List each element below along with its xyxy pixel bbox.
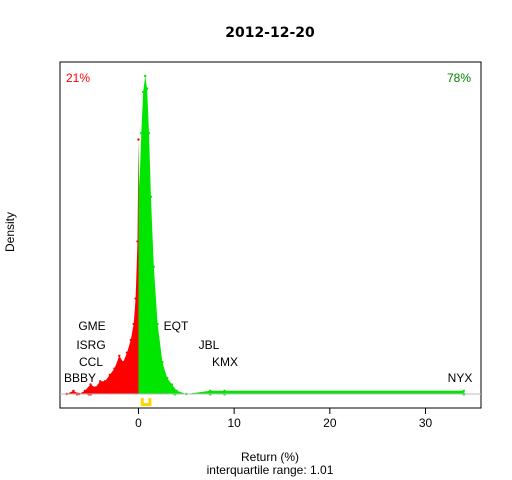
density-point-29: [170, 383, 174, 386]
density-point-15: [134, 297, 137, 300]
positive-density-area: [138, 76, 464, 394]
density-point-6: [99, 380, 102, 383]
quartile-markers: [140, 398, 152, 406]
x-tick-label-0: 0: [135, 416, 142, 430]
plot-frame: [59, 61, 482, 409]
density-point-16: [136, 240, 139, 243]
iqr-subtitle: interquartile range: 1.01: [207, 463, 334, 477]
density-point-32: [209, 389, 212, 392]
density-point-13: [129, 338, 132, 342]
ticker-label-eqt: EQT: [164, 319, 189, 333]
x-tick-label-20: 20: [323, 416, 337, 430]
density-point-21: [144, 74, 147, 78]
ticker-label-isrg: ISRG: [76, 338, 105, 352]
density-point-17: [137, 138, 140, 141]
quartile-mark-0: [140, 398, 144, 406]
density-point-34: [462, 389, 465, 392]
density-point-19: [140, 132, 143, 135]
density-point-11: [122, 361, 125, 364]
x-axis: 0 10 20 30: [135, 408, 432, 430]
density-point-30: [175, 389, 178, 392]
density-point-8: [108, 373, 112, 377]
density-point-3: [83, 389, 87, 392]
density-point-1: [72, 389, 75, 392]
y-axis-label: Density: [3, 212, 17, 252]
negative-density-area: [66, 139, 139, 394]
density-point-26: [156, 322, 159, 326]
density-point-22: [145, 87, 149, 90]
quartile-mark-1: [148, 398, 152, 406]
x-tick-label-10: 10: [227, 416, 241, 430]
density-point-23: [147, 132, 151, 135]
iqr-bar: [142, 403, 150, 406]
density-point-20: [142, 90, 145, 94]
chart-title: 2012-12-20: [225, 25, 315, 41]
x-axis-label: Return (%): [241, 450, 299, 464]
density-point-14: [132, 322, 135, 326]
ticker-label-nyx: NYX: [448, 371, 473, 385]
density-point-25: [152, 265, 155, 268]
ticker-label-gme: GME: [78, 319, 105, 333]
density-point-12: [125, 351, 129, 354]
density-point-28: [166, 376, 169, 380]
density-point-24: [149, 195, 153, 198]
density-point-27: [161, 361, 164, 364]
ticker-label-bbby: BBBY: [64, 371, 96, 385]
density-point-33: [223, 389, 226, 392]
density-point-5: [94, 386, 97, 389]
density-point-10: [118, 354, 121, 357]
density-point-4: [89, 383, 92, 386]
density-point-7: [103, 380, 107, 383]
ticker-label-ccl: CCL: [79, 355, 103, 369]
negative-share-label: 21%: [66, 71, 90, 85]
x-tick-label-30: 30: [419, 416, 433, 430]
positive-share-label: 78%: [447, 71, 471, 85]
density-area: [65, 74, 465, 396]
density-point-9: [113, 367, 116, 370]
density-point-18: [138, 186, 141, 189]
ticker-label-kmx: KMX: [212, 355, 238, 369]
ticker-label-jbl: JBL: [199, 338, 220, 352]
ticker-labels: GME ISRG CCL BBBY EQT JBL KMX NYX: [64, 319, 472, 396]
